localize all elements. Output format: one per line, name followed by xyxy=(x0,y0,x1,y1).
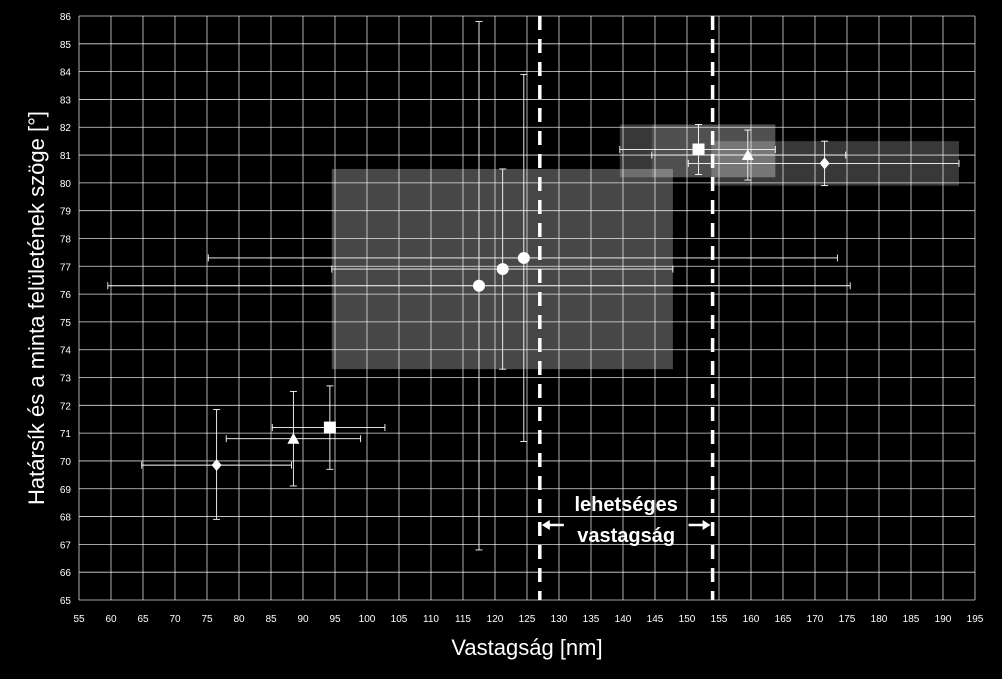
x-tick-label: 190 xyxy=(935,614,952,625)
annotation-arrowhead-left xyxy=(541,520,550,530)
y-tick-label: 82 xyxy=(60,123,72,134)
y-tick-label: 71 xyxy=(60,429,72,440)
y-tick-label: 83 xyxy=(60,95,72,106)
x-tick-label: 115 xyxy=(455,614,471,625)
square-marker xyxy=(323,421,336,434)
x-tick-label: 160 xyxy=(743,614,760,625)
x-axis-title: Vastagság [nm] xyxy=(451,635,602,660)
x-tick-label: 125 xyxy=(519,614,536,625)
x-tick-labels: 55 60 65 70 75 80 85 90 95 100 105 110 115 120 125 130 1… xyxy=(73,614,983,625)
thickness-annotation: lehetséges vastagság xyxy=(541,494,711,547)
x-tick-label: 110 xyxy=(423,614,439,625)
x-tick-label: 75 xyxy=(201,614,213,625)
y-tick-label: 80 xyxy=(60,179,72,190)
x-tick-label: 105 xyxy=(391,614,408,625)
vertical-boundary-lines xyxy=(538,16,715,600)
x-tick-label: 80 xyxy=(233,614,245,625)
y-tick-label: 84 xyxy=(60,68,72,79)
y-tick-label: 81 xyxy=(60,151,72,162)
shaded-regions xyxy=(331,124,959,370)
y-tick-label: 75 xyxy=(60,318,72,329)
error-bars xyxy=(107,21,960,551)
y-tick-label: 67 xyxy=(60,540,72,551)
annotation-line-1: lehetséges xyxy=(575,494,678,516)
x-tick-label: 95 xyxy=(329,614,341,625)
y-tick-labels: 65 66 67 68 69 70 71 72 73 74 75 76 77 78 79 80 81 82 83 84… xyxy=(60,12,72,607)
y-tick-label: 66 xyxy=(60,568,72,579)
y-tick-label: 76 xyxy=(60,290,72,301)
x-tick-label: 60 xyxy=(105,614,117,625)
x-tick-label: 150 xyxy=(679,614,696,625)
x-tick-label: 70 xyxy=(169,614,181,625)
x-tick-label: 155 xyxy=(711,614,728,625)
y-tick-label: 65 xyxy=(60,596,72,607)
x-tick-label: 120 xyxy=(487,614,504,625)
y-tick-label: 73 xyxy=(60,374,72,385)
diamond-marker xyxy=(211,459,222,472)
y-tick-label: 68 xyxy=(60,513,72,524)
triangle-marker xyxy=(287,432,300,444)
y-tick-label: 74 xyxy=(60,346,72,357)
y-tick-label: 78 xyxy=(60,234,72,245)
x-tick-label: 170 xyxy=(807,614,824,625)
x-tick-label: 65 xyxy=(137,614,149,625)
x-tick-label: 90 xyxy=(297,614,309,625)
y-tick-label: 79 xyxy=(60,207,72,218)
y-tick-label: 86 xyxy=(60,12,72,23)
data-markers xyxy=(211,143,830,472)
y-tick-label: 70 xyxy=(60,457,72,468)
diamond-marker xyxy=(819,157,830,170)
y-tick-label: 85 xyxy=(60,40,72,51)
x-tick-label: 55 xyxy=(73,614,85,625)
x-tick-label: 180 xyxy=(871,614,888,625)
square-marker xyxy=(692,143,705,156)
triangle-marker xyxy=(741,149,754,161)
x-tick-label: 135 xyxy=(583,614,600,625)
x-tick-label: 175 xyxy=(839,614,856,625)
y-tick-label: 69 xyxy=(60,485,72,496)
circle-marker xyxy=(517,251,530,264)
circle-marker xyxy=(496,263,509,276)
x-tick-label: 100 xyxy=(359,614,376,625)
annotation-arrowhead-right xyxy=(702,520,711,530)
x-tick-label: 145 xyxy=(647,614,664,625)
y-axis-title: Határsík és a minta felületének szöge [°… xyxy=(24,111,49,505)
annotation-line-2: vastagság xyxy=(577,525,675,547)
y-tick-label: 72 xyxy=(60,401,72,412)
grid xyxy=(78,15,976,601)
x-tick-label: 130 xyxy=(551,614,568,625)
x-tick-label: 185 xyxy=(903,614,920,625)
x-tick-label: 140 xyxy=(615,614,632,625)
x-tick-label: 85 xyxy=(265,614,277,625)
y-tick-label: 77 xyxy=(60,262,72,273)
x-tick-label: 165 xyxy=(775,614,792,625)
x-tick-label: 195 xyxy=(967,614,984,625)
circle-marker xyxy=(473,279,485,292)
